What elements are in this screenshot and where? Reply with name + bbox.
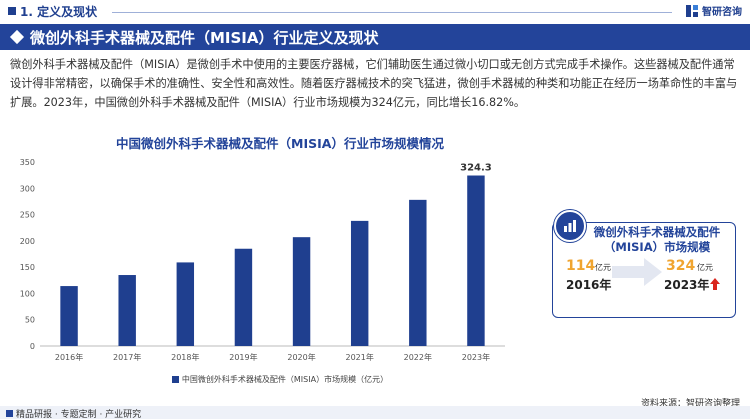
brand-logo-text: 智研咨询 [702, 7, 742, 18]
bar-2022年 [409, 199, 427, 346]
x-tick-label: 2023年 [462, 352, 490, 362]
legend-label: 中国微创外科手术器械及配件（MISIA）市场规模（亿元） [181, 375, 389, 384]
card-start-value: 114 [566, 258, 596, 274]
bar-2016年 [60, 286, 78, 346]
page-title: 微创外科手术器械及配件（MISIA）行业定义及现状 [30, 29, 379, 47]
bar-2018年 [176, 262, 195, 346]
description-paragraph: 微创外科手术器械及配件（MISIA）是微创手术中使用的主要医疗器械，它们辅助医生… [10, 58, 738, 109]
y-tick-label: 250 [20, 211, 35, 220]
chart-badge-icon [564, 220, 576, 232]
data-label: 324.3 [460, 163, 492, 174]
footer-tagline: 精品研报 · 专题定制 · 产业研究 [16, 410, 142, 419]
x-tick-label: 2021年 [346, 352, 374, 362]
card-start-unit: 亿元 [595, 263, 611, 272]
y-tick-label: 200 [20, 237, 35, 246]
section-title-text: 1. 定义及现状 [20, 5, 98, 19]
y-tick-label: 50 [25, 316, 35, 325]
section-title: 1. 定义及现状 [8, 3, 97, 20]
y-tick-label: 350 [20, 158, 35, 167]
legend-swatch [171, 376, 179, 383]
footer-bar: 精品研报 · 专题定制 · 产业研究 [0, 406, 750, 419]
bar-2021年 [350, 220, 369, 346]
diamond-icon [9, 29, 25, 45]
up-arrow-icon [710, 278, 720, 290]
header-divider [112, 12, 672, 13]
top-bar: 1. 定义及现状 智研咨询 [0, 0, 750, 22]
x-tick-label: 2016年 [55, 352, 83, 362]
card-badge [554, 210, 586, 242]
y-tick-label: 150 [20, 263, 35, 272]
bar-chart: 0 50 100 150 200 250 300 350 2016年 2017年 2018年 2019… [20, 158, 505, 362]
bar-2019年 [234, 248, 253, 346]
footer-square-icon [6, 410, 13, 417]
card-end-unit: 亿元 [697, 263, 713, 272]
brand-logo-icon [686, 4, 698, 17]
bar-2023年 [467, 175, 485, 346]
y-tick-label: 100 [20, 289, 35, 298]
y-tick-label: 0 [30, 342, 35, 351]
section-square-icon [8, 7, 16, 15]
y-tick-label: 300 [20, 184, 35, 193]
footer-text: 精品研报 · 专题定制 · 产业研究 [6, 407, 141, 419]
chart-title: 中国微创外科手术器械及配件（MISIA）行业市场规模情况 [116, 136, 444, 151]
title-banner: 微创外科手术器械及配件（MISIA）行业定义及现状 [0, 24, 750, 50]
x-tick-label: 2022年 [404, 352, 432, 362]
source-note: 资料来源：智研咨询整理 [640, 399, 740, 409]
bar-2020年 [292, 237, 311, 346]
x-tick-label: 2020年 [287, 352, 315, 362]
x-tick-label: 2017年 [113, 352, 141, 362]
x-tick-label: 2019年 [229, 352, 257, 362]
brand-logo: 智研咨询 [685, 3, 742, 18]
growth-arrow-icon [612, 258, 662, 286]
card-end-year: 2023年 [664, 278, 710, 292]
bar-2017年 [118, 275, 136, 346]
card-start-year: 2016年 [566, 278, 612, 292]
card-end-value: 324 [666, 258, 696, 274]
x-tick-label: 2018年 [171, 352, 199, 362]
chart-legend: 中国微创外科手术器械及配件（MISIA）市场规模（亿元） [0, 374, 560, 385]
card-title: 微创外科手术器械及配件（MISIA）市场规模 [593, 225, 721, 254]
